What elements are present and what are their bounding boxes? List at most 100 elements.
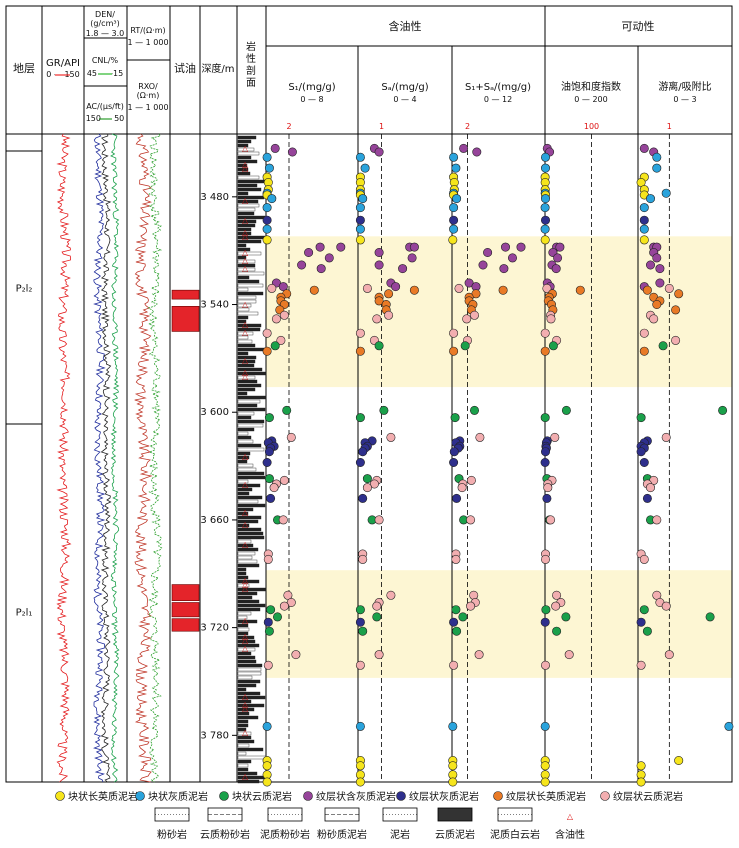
lithology-bed [237,643,260,648]
formation-label-2: P₂l₁ [16,607,33,618]
sample-point-s1 [262,457,272,467]
depth-tick-label: 3 600 [200,407,229,418]
sample-point-sum [451,163,461,173]
lithology-bed [237,227,252,232]
oil-bearing-marker: △ [242,576,249,585]
lithology-bed [237,191,249,196]
sample-point-sum [498,285,508,295]
sample-point-ratio [645,194,655,204]
sample-point-s1 [279,310,289,320]
lithology-bed [237,183,258,188]
sample-point-osi [551,264,561,274]
sample-point-s1 [336,242,346,252]
sample-point-s1 [262,235,272,245]
sample-point-osi [540,617,550,627]
sample-point-osi [540,721,550,731]
sample-points [262,143,734,787]
legend-facies-label-5: 纹层状灰质泥岩 [409,790,479,803]
lithology-bed [237,759,252,764]
sample-point-sa [358,447,368,457]
sample-point-ratio [639,143,649,153]
sample-point-osi [555,242,565,252]
lithology-bed [237,311,259,316]
lithology-bed [237,199,259,204]
sample-point-ratio [645,483,655,493]
oil-bearing-marker: △ [242,616,249,625]
sample-point-ratio [636,660,646,670]
lithology-bed [237,343,256,348]
sample-point-ratio [661,432,671,442]
lithology-bed [237,599,260,604]
oil-bearing-marker: △ [242,164,249,173]
sample-point-osi [542,493,552,503]
sample-point-sum [449,660,459,670]
lithology-bed [237,143,249,148]
rt-label: RT/(Ω·m) [130,26,165,35]
sample-point-osi [540,447,550,457]
lithology-bed [237,419,265,424]
legend-lithology-swatch [207,807,243,822]
sample-point-sum [451,605,461,615]
sample-point-sa [355,617,365,627]
lithology-bed [237,679,261,684]
sample-point-ratio [664,650,674,660]
sample-point-sa [355,721,365,731]
sample-point-sum [449,203,459,213]
oil-bearing-marker: △ [242,584,249,593]
cnl-curve [100,133,112,783]
lithology-bed [237,271,265,276]
legend-lithology-label: 粉砂岩 [157,828,187,841]
sample-point-s1 [262,346,272,356]
lithology-bed [237,619,258,624]
legend-lithology-6: 云质泥岩 [435,807,475,841]
lithology-bed [237,307,250,312]
sample-point-ratio [639,346,649,356]
lithology-bed [237,659,257,664]
lithology-bed [237,703,265,708]
cutoff-label-sum: 2 [465,122,470,131]
sample-point-sum [469,405,479,415]
lithology-bed [237,427,255,432]
sample-point-s1 [270,143,280,153]
cutoff-label-osi: 100 [584,122,599,131]
lithology-bed [237,163,248,168]
lithology-bed [237,771,258,776]
lithology-bed [237,595,253,600]
oil-bearing-marker: △ [242,356,249,365]
sample-point-sa [369,479,379,489]
well-log-curves [56,133,163,783]
lithology-bed [237,359,256,364]
legend-lithology-swatch [497,807,533,822]
lithology-header: 岩性剖面 [246,40,256,89]
lithology-bed [237,379,258,384]
sample-point-sa [384,289,394,299]
legend-facies-marker-7 [600,791,610,801]
sample-point-sa [391,282,401,292]
oil-test-interval-2 [171,306,200,332]
sample-point-sum [469,310,479,320]
lithology-bed [237,423,264,428]
s1-label: S₁/(mg/g) [288,82,335,93]
lithology-bed [237,275,250,280]
legend-lithology-label: 泥质粉砂岩 [260,828,310,841]
oil-bearing-marker: △ [242,320,249,329]
legend-lithology-swatch [324,807,360,822]
legend-lithology-label: 含油性 [555,828,585,841]
sample-point-sa [362,283,372,293]
sample-point-sum [454,283,464,293]
sample-point-s1 [262,328,272,338]
oil-bearing-marker: △ [242,540,249,549]
lithology-bed [237,695,266,700]
sample-point-ratio [639,235,649,245]
legend-lithology-5: 泥岩 [382,807,418,841]
lithology-bed [237,399,261,404]
lithology-bed [237,319,247,324]
sample-point-osi [546,314,556,324]
sample-point-sum [452,194,462,204]
sample-point-osi [550,432,560,442]
sample-point-sa [355,413,365,423]
rt-scale: 1 — 1 000 [127,38,168,47]
cutoff-lines: 2 1 2 100 1 [286,122,672,782]
lithology-bed [237,623,249,628]
lithology-bed [237,315,249,320]
